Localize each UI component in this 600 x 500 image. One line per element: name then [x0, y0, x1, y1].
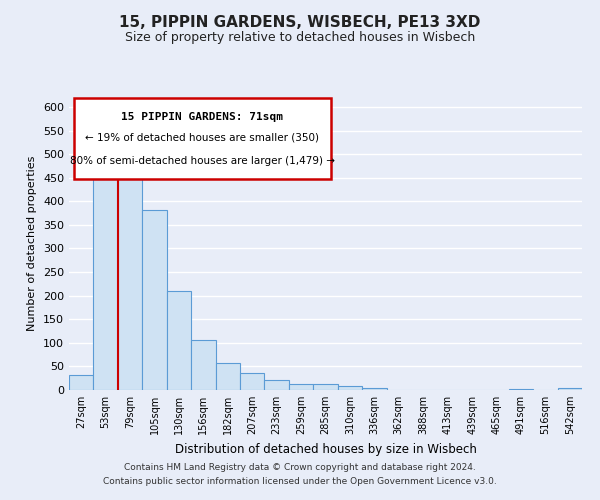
Bar: [240, 374, 265, 390]
Y-axis label: Number of detached properties: Number of detached properties: [28, 156, 37, 332]
Bar: [265, 380, 289, 390]
Text: 15 PIPPIN GARDENS: 71sqm: 15 PIPPIN GARDENS: 71sqm: [121, 112, 283, 122]
FancyBboxPatch shape: [74, 98, 331, 180]
Text: Size of property relative to detached houses in Wisbech: Size of property relative to detached ho…: [125, 31, 475, 44]
Bar: [215, 363, 240, 390]
Bar: [557, 388, 582, 390]
Text: Contains HM Land Registry data © Crown copyright and database right 2024.: Contains HM Land Registry data © Crown c…: [124, 463, 476, 472]
Bar: [313, 384, 338, 390]
Bar: [362, 388, 386, 390]
Bar: [118, 156, 142, 390]
X-axis label: Distribution of detached houses by size in Wisbech: Distribution of detached houses by size …: [175, 442, 476, 456]
Bar: [69, 375, 94, 390]
Bar: [167, 291, 191, 390]
Text: Contains public sector information licensed under the Open Government Licence v3: Contains public sector information licen…: [103, 476, 497, 486]
Bar: [338, 386, 362, 390]
Bar: [142, 210, 167, 390]
Bar: [509, 388, 533, 390]
Text: ← 19% of detached houses are smaller (350): ← 19% of detached houses are smaller (35…: [85, 132, 319, 142]
Bar: [289, 384, 313, 390]
Text: 80% of semi-detached houses are larger (1,479) →: 80% of semi-detached houses are larger (…: [70, 156, 335, 166]
Bar: [191, 340, 215, 390]
Text: 15, PIPPIN GARDENS, WISBECH, PE13 3XD: 15, PIPPIN GARDENS, WISBECH, PE13 3XD: [119, 15, 481, 30]
Bar: [94, 167, 118, 390]
